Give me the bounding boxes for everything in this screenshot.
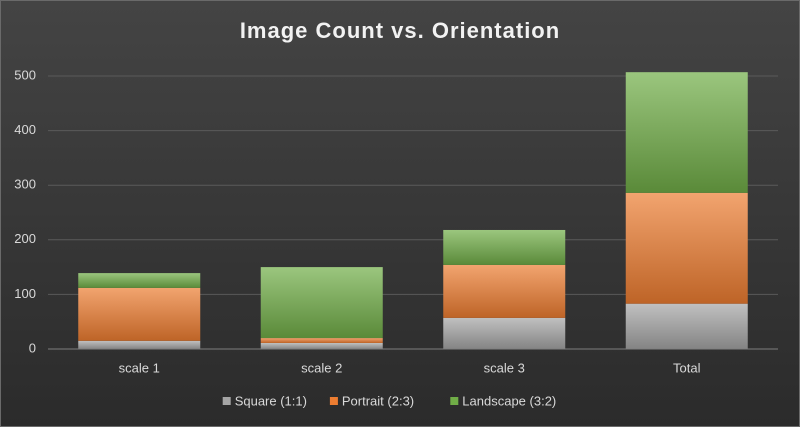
bar-segment [78,287,201,341]
legend-swatch [450,397,459,405]
legend-swatch [329,397,338,405]
bar-segment [78,340,201,349]
legend-swatch [222,397,231,405]
legend-label: Square (1:1) [235,393,307,408]
bar-segment [260,338,383,343]
y-tick-label: 200 [14,231,36,246]
bar-segment [260,342,383,349]
x-tick-label: scale 1 [119,360,160,375]
bar-segment [443,317,566,349]
legend-label: Portrait (2:3) [342,393,414,408]
y-tick-label: 0 [29,340,36,355]
y-tick-label: 100 [14,286,36,301]
legend-label: Landscape (3:2) [462,393,556,408]
y-tick-label: 300 [14,177,36,192]
y-tick-label: 500 [14,67,36,82]
bar-segment [625,303,748,349]
bar-segment [625,72,748,193]
y-tick-label: 400 [14,122,36,137]
chart-title: Image Count vs. Orientation [240,18,560,43]
x-tick-label: Total [673,360,701,375]
x-tick-label: scale 2 [301,360,342,375]
x-tick-label: scale 3 [484,360,525,375]
bar-segment [443,229,566,265]
bar-segment [260,267,383,339]
bar-segment [443,264,566,318]
bar-segment [78,273,201,288]
bar-segment [625,192,748,304]
